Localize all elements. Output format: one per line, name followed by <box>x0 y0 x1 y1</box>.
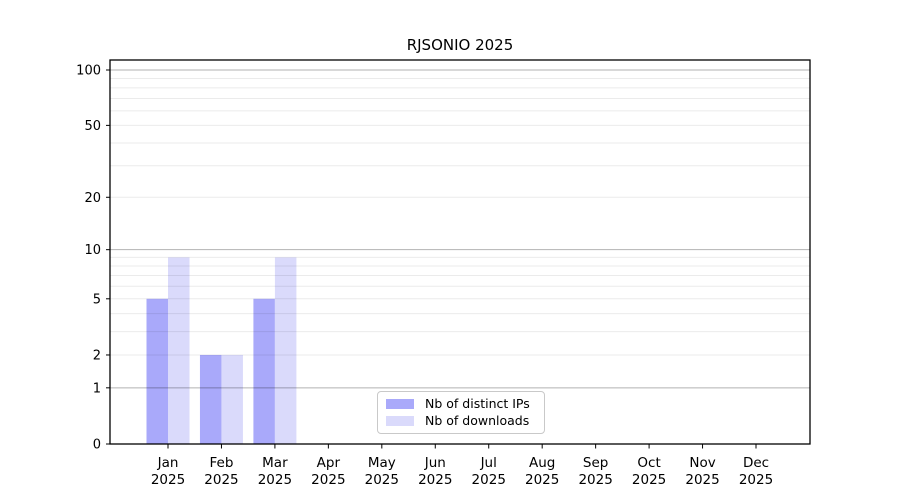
x-tick-label: Feb 2025 <box>204 455 238 488</box>
y-tick-label: 0 <box>93 438 101 453</box>
bar-feb-downloads <box>221 354 243 444</box>
legend-swatch-downloads <box>386 416 414 426</box>
x-tick-label: Jun 2025 <box>418 455 452 488</box>
x-tick-label: Sep 2025 <box>578 455 612 488</box>
y-tick-label: 10 <box>84 243 101 258</box>
plot-frame <box>109 59 811 445</box>
legend-swatch-distinct-ips <box>386 399 414 409</box>
x-tick-label: Apr 2025 <box>311 455 345 488</box>
x-tick-label: May 2025 <box>365 455 399 488</box>
x-tick-label: Dec 2025 <box>739 455 773 488</box>
x-tick-label: Aug 2025 <box>525 455 559 488</box>
x-tick-label: Jul 2025 <box>472 455 506 488</box>
chart-title: RJSONIO 2025 <box>406 36 514 54</box>
y-tick-label: 50 <box>84 119 101 134</box>
legend-label-downloads: Nb of downloads <box>425 413 530 428</box>
x-tick-label: Jan 2025 <box>151 455 185 488</box>
x-tick-label: Nov 2025 <box>685 455 719 488</box>
y-tick-label: 5 <box>93 292 101 307</box>
x-tick-label: Oct 2025 <box>632 455 666 488</box>
bar-mar-downloads <box>274 257 297 444</box>
legend-label-distinct-ips: Nb of distinct IPs <box>425 396 530 411</box>
legend-item-downloads: Nb of downloads <box>386 414 536 428</box>
y-tick-label: 1 <box>93 381 101 396</box>
legend-item-distinct-ips: Nb of distinct IPs <box>386 397 536 411</box>
legend: Nb of distinct IPs Nb of downloads <box>377 391 545 434</box>
y-tick-label: 20 <box>84 191 101 206</box>
bar-jan-downloads <box>168 257 190 444</box>
bar-jan-distinct-ips <box>146 298 168 444</box>
y-tick-label: 100 <box>76 64 101 79</box>
bar-mar-distinct-ips <box>253 298 275 444</box>
x-tick-label: Mar 2025 <box>258 455 292 488</box>
bar-feb-distinct-ips <box>199 354 222 444</box>
y-tick-label: 2 <box>93 348 101 363</box>
